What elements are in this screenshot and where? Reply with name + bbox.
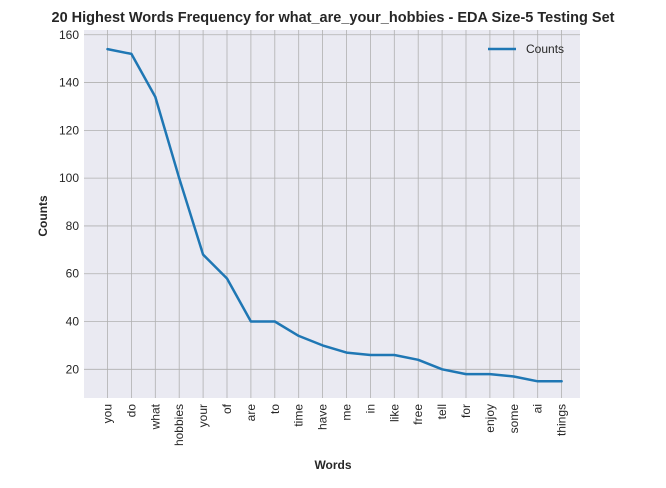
chart-title: 20 Highest Words Frequency for what_are_… [52,10,615,26]
x-tick-label: ai [531,404,545,413]
x-tick-label: are [244,404,258,422]
y-tick-label: 100 [59,171,79,185]
legend-label: Counts [526,42,564,56]
y-tick-label: 140 [59,76,79,90]
x-tick-label: you [101,404,115,423]
x-tick-label: do [124,404,138,418]
x-tick-label: me [340,404,354,421]
y-tick-label: 80 [66,219,80,233]
x-tick-label: like [387,404,401,422]
y-tick-label: 20 [66,362,80,376]
x-tick-label: enjoy [483,404,497,433]
x-tick-label: of [220,403,234,414]
x-tick-label: your [196,404,210,427]
x-tick-label: time [292,404,306,427]
y-tick-label: 40 [66,315,80,329]
x-tick-label: have [316,404,330,430]
x-tick-label: some [507,404,521,434]
x-tick-label: hobbies [172,404,186,446]
y-tick-label: 60 [66,267,80,281]
x-tick-label: free [411,404,425,425]
x-tick-label: for [459,404,473,418]
x-tick-label: to [268,404,282,414]
y-tick-label: 160 [59,28,79,42]
x-tick-label: what [148,403,162,430]
y-tick-label: 120 [59,123,79,137]
x-axis-label: Words [314,458,351,472]
x-tick-label: things [555,404,569,436]
x-tick-label: in [363,404,377,413]
plot-area [84,30,580,398]
y-axis-label: Counts [36,195,50,237]
y-axis-ticks: 20 40 60 80 100 120 140 160 [59,28,79,377]
x-tick-label: tell [435,404,449,419]
